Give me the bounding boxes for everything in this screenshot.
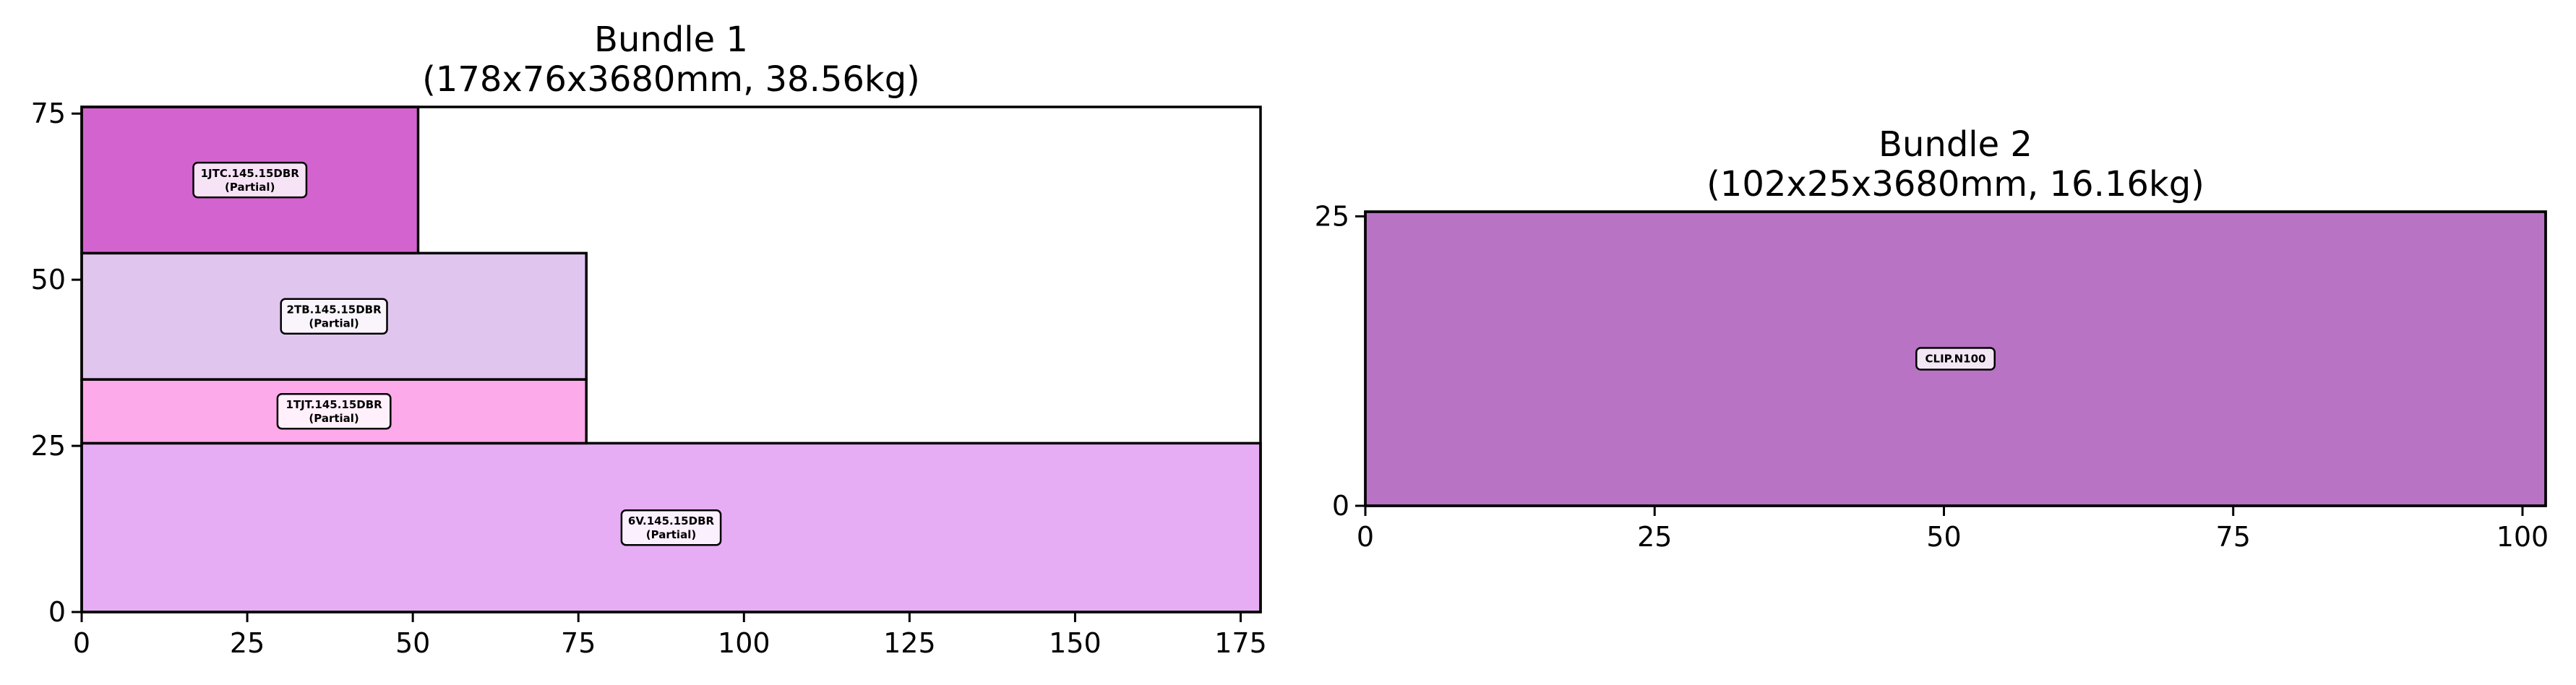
chart1-y-tick-label: 75	[31, 98, 66, 129]
chart2-title: Bundle 2	[1879, 124, 2032, 165]
chart1-item-label-box	[620, 509, 722, 546]
chart1-frame	[80, 105, 1262, 613]
chart1-x-tick-label: 50	[395, 627, 430, 659]
chart1-x-tick-label: 100	[718, 627, 770, 659]
chart2-y-tick-label: 0	[1332, 490, 1349, 522]
chart1-item-label-box	[280, 298, 388, 335]
chart2-item-label: CLIP.N100	[1925, 353, 1986, 366]
chart2-subtitle: (102x25x3680mm, 16.16kg)	[1706, 164, 2204, 204]
chart2-x-tick-label: 50	[1926, 521, 1961, 553]
chart1-x-tick-label: 150	[1049, 627, 1102, 659]
chart2-item-label-box	[1915, 347, 1996, 371]
chart1-y-tick-label: 0	[48, 596, 66, 628]
chart1-item-label: 1JTC.145.15DBR	[201, 167, 300, 180]
chart1-x-tick-label: 175	[1214, 627, 1267, 659]
chart1-item-label: 6V.145.15DBR	[628, 514, 715, 527]
chart1-item-label: 2TB.145.15DBR	[287, 303, 382, 316]
chart2-x-tick-label: 100	[2496, 521, 2549, 553]
chart2-x-tick-label: 25	[1637, 521, 1672, 553]
chart1-subtitle: (178x76x3680mm, 38.56kg)	[422, 59, 920, 100]
chart1-item-label-box	[192, 161, 308, 199]
chart1-item-label-box	[276, 392, 392, 430]
chart1-item-label: 1TJT.145.15DBR	[285, 398, 382, 411]
chart1-y-tick-label: 25	[31, 430, 66, 462]
chart1-x-tick-label: 75	[561, 627, 596, 659]
chart2-x-tick-label: 75	[2216, 521, 2251, 553]
chart1-item-note: (Partial)	[646, 528, 696, 541]
chart2-y-tick-label: 25	[1315, 200, 1349, 232]
chart1-y-tick-label: 50	[31, 264, 66, 296]
chart1-x-tick-label: 0	[73, 627, 90, 659]
chart1-item-note: (Partial)	[309, 412, 359, 425]
chart1-item-note: (Partial)	[225, 181, 275, 194]
chart2-x-tick-label: 0	[1357, 521, 1374, 553]
chart2-frame	[1364, 210, 2547, 507]
chart1-item-note: (Partial)	[309, 317, 359, 330]
chart1-x-tick-label: 125	[883, 627, 936, 659]
chart1-title: Bundle 1	[594, 20, 748, 60]
chart1-x-tick-label: 25	[230, 627, 265, 659]
